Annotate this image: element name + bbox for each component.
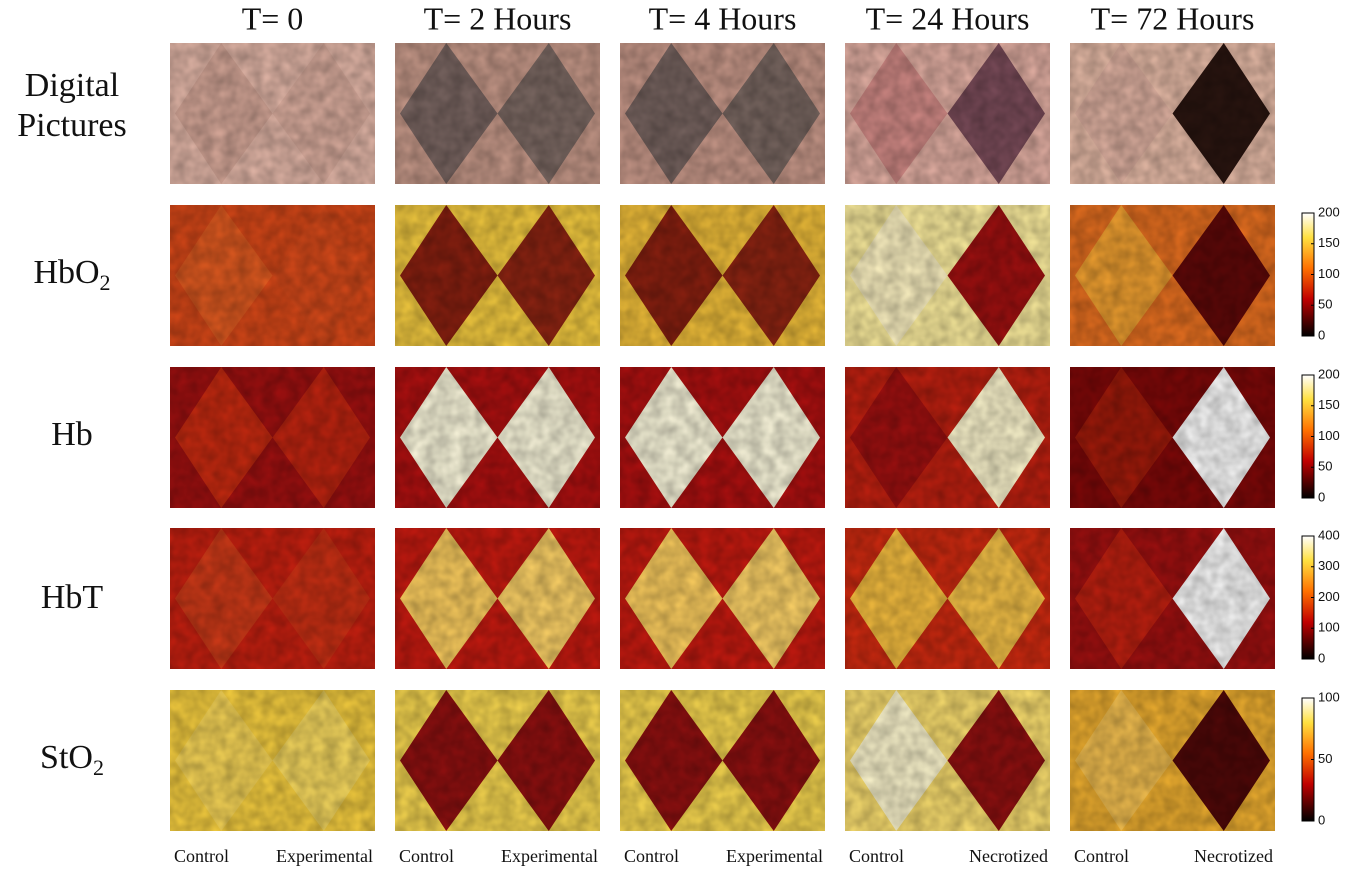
colorbar-tick-label: 50 (1318, 297, 1332, 312)
colorbar-tick-label: 200 (1318, 589, 1340, 604)
panel-texture (845, 205, 1050, 346)
image-panel (1070, 43, 1275, 184)
bottom-label: Experimental (726, 846, 823, 866)
bottom-label: Control (624, 846, 679, 866)
panel-texture (620, 367, 825, 508)
row-label: Digital (25, 67, 119, 104)
bottom-label: Necrotized (969, 846, 1048, 866)
bottom-label: Experimental (276, 846, 373, 866)
image-panel (620, 690, 825, 831)
colorbar-tick-label: 0 (1318, 327, 1325, 342)
image-panel (845, 528, 1050, 669)
colorbar-tick-label: 100 (1318, 689, 1340, 704)
image-panel (170, 205, 375, 346)
image-panel (395, 205, 600, 346)
bottom-label: Control (1074, 846, 1129, 866)
bottom-label: Control (849, 846, 904, 866)
colorbar-tick-label: 200 (1318, 204, 1340, 219)
image-panel (170, 43, 375, 184)
image-panel (1070, 528, 1275, 669)
panel-texture (620, 690, 825, 831)
panel-texture (170, 43, 375, 184)
panel-texture (620, 528, 825, 669)
panel-texture (395, 43, 600, 184)
bottom-label: Necrotized (1194, 846, 1273, 866)
panel-texture (1070, 367, 1275, 508)
panel-texture (1070, 43, 1275, 184)
column-header: T= 4 Hours (649, 0, 797, 36)
image-panel (620, 43, 825, 184)
panel-texture (845, 528, 1050, 669)
colorbar-tick-label: 150 (1318, 397, 1340, 412)
column-header: T= 72 Hours (1091, 0, 1255, 36)
panel-texture (620, 43, 825, 184)
image-panel (395, 367, 600, 508)
colorbar-tick-label: 50 (1318, 459, 1332, 474)
panel-texture (845, 367, 1050, 508)
bottom-label: Experimental (501, 846, 598, 866)
panel-texture (395, 528, 600, 669)
colorbar-tick-label: 0 (1318, 812, 1325, 827)
image-panel (620, 205, 825, 346)
row-label: HbO2 (33, 254, 110, 295)
image-panel (395, 690, 600, 831)
image-panel (395, 43, 600, 184)
column-header: T= 2 Hours (424, 0, 572, 36)
row-label: StO2 (40, 739, 104, 780)
bottom-label: Control (174, 846, 229, 866)
colorbar-tick-label: 0 (1318, 489, 1325, 504)
panel-texture (170, 528, 375, 669)
panel-texture (1070, 690, 1275, 831)
image-panel (845, 43, 1050, 184)
row-label: HbT (41, 579, 104, 616)
column-header: T= 0 (242, 0, 304, 36)
colorbar-tick-label: 400 (1318, 527, 1340, 542)
image-panel (1070, 690, 1275, 831)
colorbar-tick-label: 200 (1318, 366, 1340, 381)
row-label: Pictures (17, 107, 127, 144)
bottom-label: Control (399, 846, 454, 866)
image-panel (170, 690, 375, 831)
panel-texture (170, 367, 375, 508)
colorbar-tick-label: 0 (1318, 650, 1325, 665)
row-label-main: Hb (51, 416, 93, 453)
row-label: Hb (51, 416, 93, 453)
image-panel (845, 205, 1050, 346)
panel-texture (620, 205, 825, 346)
image-panel (845, 690, 1050, 831)
colorbar-tick-label: 100 (1318, 620, 1340, 635)
image-panel (845, 367, 1050, 508)
image-panel (395, 528, 600, 669)
panel-texture (845, 690, 1050, 831)
panel-texture (170, 205, 375, 346)
row-label-main: StO (40, 739, 93, 776)
colorbar-tick-label: 150 (1318, 235, 1340, 250)
image-panel (620, 367, 825, 508)
image-panel (1070, 367, 1275, 508)
panel-texture (395, 690, 600, 831)
image-panel (170, 367, 375, 508)
panel-texture (1070, 528, 1275, 669)
panel-texture (395, 205, 600, 346)
row-label-subscript: 2 (93, 755, 104, 780)
row-label-main: HbT (41, 579, 104, 616)
panel-texture (170, 690, 375, 831)
panel-texture (845, 43, 1050, 184)
panel-texture (1070, 205, 1275, 346)
column-header: T= 24 Hours (866, 0, 1030, 36)
image-panel (1070, 205, 1275, 346)
row-label-main: HbO (33, 254, 99, 291)
figure: T= 0 T= 2 Hours T= 4 Hours T= 24 Hours T= 72… (0, 0, 1358, 875)
image-panel (170, 528, 375, 669)
colorbar-tick-label: 50 (1318, 751, 1332, 766)
colorbar-tick-label: 100 (1318, 266, 1340, 281)
panel-texture (395, 367, 600, 508)
row-label-subscript: 2 (100, 270, 111, 295)
colorbar-tick-label: 100 (1318, 428, 1340, 443)
colorbar-tick-label: 300 (1318, 558, 1340, 573)
image-panel (620, 528, 825, 669)
